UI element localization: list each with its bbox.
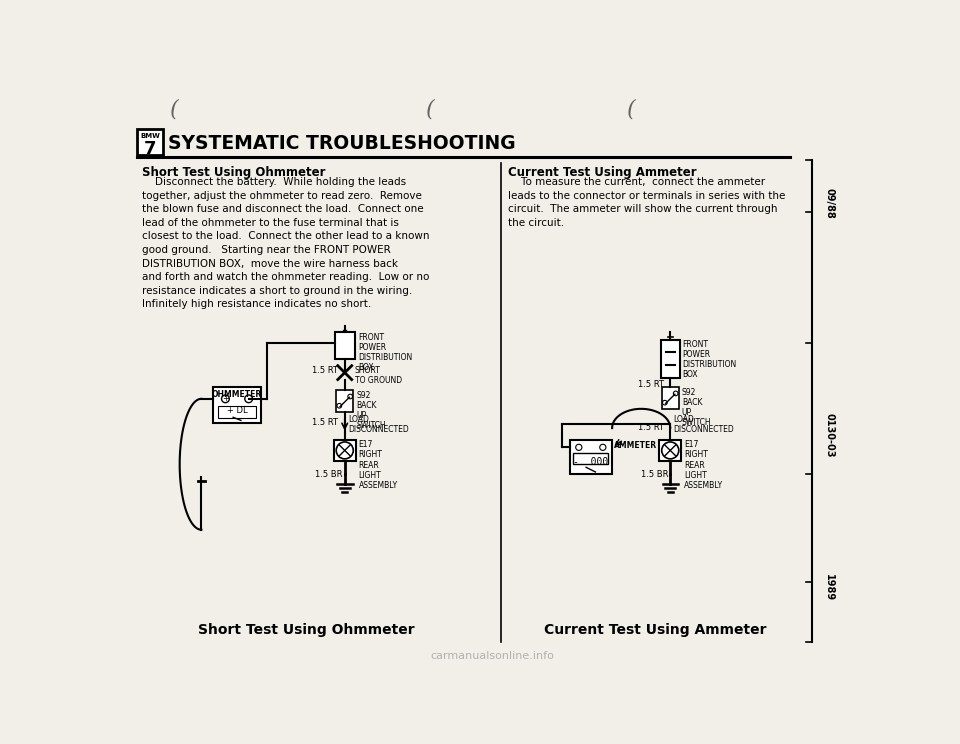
Text: SHORT
TO GROUND: SHORT TO GROUND (355, 366, 402, 385)
Bar (218, 405, 256, 418)
Bar (660, 440, 681, 461)
Circle shape (336, 442, 353, 459)
Bar (213, 386, 261, 423)
Text: LOAD
DISCONNECTED: LOAD DISCONNECTED (673, 415, 734, 434)
Text: E17
RIGHT
REAR
LIGHT
ASSEMBLY: E17 RIGHT REAR LIGHT ASSEMBLY (684, 440, 723, 490)
Text: FRONT
POWER
DISTRIBUTION
BOX: FRONT POWER DISTRIBUTION BOX (683, 340, 737, 379)
Circle shape (337, 403, 342, 408)
Text: 1.5 RT: 1.5 RT (637, 379, 663, 388)
Text: 7: 7 (144, 140, 156, 158)
Text: BMW: BMW (140, 133, 159, 139)
Text: 1.5 RT: 1.5 RT (637, 423, 663, 432)
Bar (335, 332, 355, 359)
Circle shape (661, 442, 679, 459)
Text: LOAD
DISCONNECTED: LOAD DISCONNECTED (348, 415, 409, 434)
Text: S92
BACK
UP
SWITCH: S92 BACK UP SWITCH (682, 388, 711, 427)
Text: S92
BACK
UP
SWITCH: S92 BACK UP SWITCH (356, 391, 386, 430)
Circle shape (222, 395, 229, 403)
Text: AMMETER: AMMETER (614, 441, 658, 450)
Text: OHMMETER: OHMMETER (212, 390, 262, 399)
Text: Current Test Using Ammeter: Current Test Using Ammeter (543, 623, 766, 637)
Text: -  000: - 000 (573, 457, 609, 466)
Text: To measure the current,  connect the ammeter
leads to the connector or terminals: To measure the current, connect the amme… (508, 177, 785, 228)
Text: (: ( (170, 98, 179, 121)
Bar (660, 339, 680, 378)
Text: +: + (222, 394, 228, 403)
Text: 1.5 BR: 1.5 BR (641, 469, 668, 478)
Circle shape (348, 394, 352, 399)
Text: 1.5 RT: 1.5 RT (312, 367, 338, 376)
Bar (569, 440, 612, 474)
Circle shape (245, 395, 252, 403)
Text: carmanualsonline.info: carmanualsonline.info (430, 652, 554, 661)
Text: (: ( (627, 98, 636, 121)
Text: (: ( (425, 98, 434, 121)
Circle shape (600, 444, 606, 450)
Text: Short Test Using Ohmmeter: Short Test Using Ohmmeter (198, 623, 415, 637)
Text: 09/88: 09/88 (824, 187, 834, 219)
Text: Disconnect the battery.  While holding the leads
together, adjust the ohmmeter t: Disconnect the battery. While holding th… (142, 177, 429, 310)
Text: 0130-03: 0130-03 (824, 413, 834, 457)
Circle shape (662, 400, 667, 405)
Text: SYSTEMATIC TROUBLESHOOTING: SYSTEMATIC TROUBLESHOOTING (168, 134, 516, 153)
Bar (336, 391, 353, 412)
Bar (573, 452, 609, 464)
Circle shape (576, 444, 582, 450)
Text: 1989: 1989 (824, 574, 834, 601)
Text: 1.5 RT: 1.5 RT (312, 418, 338, 427)
Text: E17
RIGHT
REAR
LIGHT
ASSEMBLY: E17 RIGHT REAR LIGHT ASSEMBLY (359, 440, 397, 490)
Text: + DL: + DL (227, 406, 248, 415)
Bar (137, 129, 162, 155)
Bar (334, 440, 355, 461)
Circle shape (673, 391, 678, 396)
Text: Short Test Using Ohmmeter: Short Test Using Ohmmeter (142, 166, 325, 179)
Bar (661, 388, 679, 409)
Text: FRONT
POWER
DISTRIBUTION
BOX: FRONT POWER DISTRIBUTION BOX (358, 333, 412, 372)
Text: 1.5 BR: 1.5 BR (315, 469, 343, 478)
Text: Current Test Using Ammeter: Current Test Using Ammeter (508, 166, 696, 179)
